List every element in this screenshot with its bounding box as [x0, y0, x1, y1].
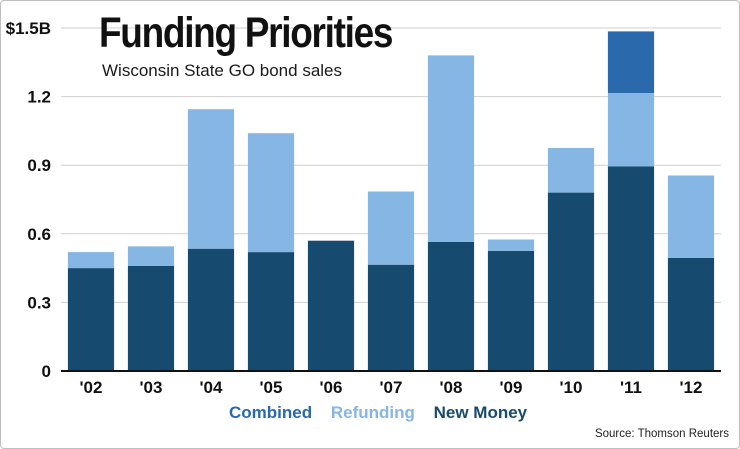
x-tick-label: '03	[140, 378, 163, 397]
bar-new-money	[247, 252, 295, 371]
x-tick-label: '04	[200, 378, 223, 397]
x-tick-label: '09	[500, 378, 523, 397]
bar-new-money	[667, 257, 715, 371]
bar-new-money	[487, 250, 535, 371]
x-tick-label: '08	[440, 378, 463, 397]
chart-title: Funding Priorities	[99, 9, 393, 57]
bar-new-money	[607, 166, 655, 371]
y-tick-label: 1.2	[27, 88, 51, 107]
bar-new-money	[427, 241, 475, 371]
legend-combined: Combined	[229, 403, 313, 422]
bar-new-money	[547, 192, 595, 371]
bar-refunding	[667, 175, 715, 258]
y-tick-label: 0	[42, 362, 51, 381]
bar-refunding	[67, 252, 115, 269]
bar-new-money	[67, 268, 115, 371]
bar-refunding	[127, 246, 175, 266]
y-tick-label: 0.9	[27, 156, 51, 175]
bar-new-money	[187, 248, 235, 371]
bar-new-money	[367, 264, 415, 371]
bar-chart: 0 0.3 0.6 0.9 1.2 $1.5B '02 '03 '04 '05 '06 '07 '08 '…	[6, 19, 721, 397]
y-tick-label: 0.3	[27, 293, 51, 312]
legend-refunding: Refunding	[330, 403, 415, 422]
bar-refunding	[367, 191, 415, 265]
bar-refunding	[607, 93, 655, 167]
bar-refunding	[187, 109, 235, 249]
x-tick-label: '05	[260, 378, 283, 397]
x-tick-label: '11	[620, 378, 642, 397]
y-tick-label: $1.5B	[6, 19, 51, 38]
bar-refunding	[247, 133, 295, 253]
x-tick-label: '06	[320, 378, 343, 397]
chart-subtitle: Wisconsin State GO bond sales	[102, 61, 343, 80]
x-tick-label: '10	[560, 378, 583, 397]
x-tick-label: '02	[80, 378, 103, 397]
x-tick-label: '07	[380, 378, 403, 397]
bar-new-money	[127, 265, 175, 371]
y-tick-label: 0.6	[27, 225, 51, 244]
legend-new-money: New Money	[433, 403, 528, 422]
bar-combined	[607, 31, 655, 94]
x-tick-label: '12	[680, 378, 703, 397]
chart-legend: Combined Refunding New Money	[229, 403, 541, 423]
source-note: Source: Thomson Reuters	[594, 428, 729, 440]
bar-refunding	[487, 239, 535, 251]
bar-refunding	[547, 148, 595, 193]
bar-new-money	[307, 240, 355, 371]
bar-refunding	[427, 55, 475, 242]
